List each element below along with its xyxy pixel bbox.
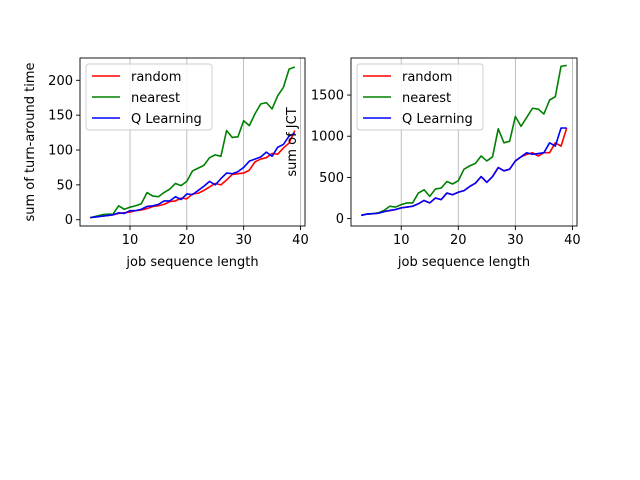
y-tick-label: 200 — [48, 74, 73, 89]
legend-label: random — [402, 70, 452, 85]
legend-label: Q Learning — [131, 112, 202, 127]
y-tick-label: 150 — [48, 109, 73, 124]
x-tick-label: 10 — [122, 233, 139, 248]
series-line-q-learning — [361, 127, 567, 217]
legend: random nearest Q Learning — [85, 63, 213, 131]
axes-frame — [350, 57, 578, 227]
legend-label: random — [131, 70, 181, 85]
series-line-nearest — [90, 66, 296, 219]
y-axis-label: sum of JCT — [285, 107, 300, 176]
y-tick-label: 500 — [319, 171, 344, 186]
series-line-random — [90, 130, 296, 219]
y-tick-label: 0 — [65, 213, 73, 228]
right-plot: 10 20 30 40 0 500 1000 1500 job sequence length s… — [285, 57, 581, 270]
series-line-q-learning — [90, 132, 296, 219]
x-tick-label: 40 — [564, 233, 581, 248]
legend-label: Q Learning — [402, 112, 473, 127]
y-tick-label: 1500 — [311, 89, 344, 104]
x-tick-label: 40 — [292, 233, 309, 248]
legend-box — [356, 63, 484, 131]
y-tick-label: 0 — [336, 212, 344, 227]
x-tick-label: 20 — [450, 233, 467, 248]
y-tick-label: 100 — [48, 144, 73, 159]
x-tick-label: 30 — [235, 233, 252, 248]
left-plot: 10 20 30 40 0 50 100 150 200 job sequence length s… — [23, 57, 309, 270]
y-axis-label: sum of turn-around time — [23, 62, 38, 221]
x-axis-label: job sequence length — [397, 255, 530, 270]
x-tick-label: 30 — [507, 233, 524, 248]
legend-label: nearest — [402, 91, 451, 106]
y-tick-label: 50 — [56, 178, 73, 193]
x-tick-label: 20 — [179, 233, 196, 248]
axes-frame — [79, 57, 306, 227]
legend: random nearest Q Learning — [356, 63, 484, 131]
series-line-random — [361, 127, 568, 217]
legend-box — [85, 63, 213, 131]
x-tick-label: 10 — [393, 233, 410, 248]
x-axis-label: job sequence length — [125, 255, 258, 270]
legend-label: nearest — [131, 91, 180, 106]
y-tick-label: 1000 — [311, 130, 344, 145]
series-line-nearest — [361, 64, 567, 217]
